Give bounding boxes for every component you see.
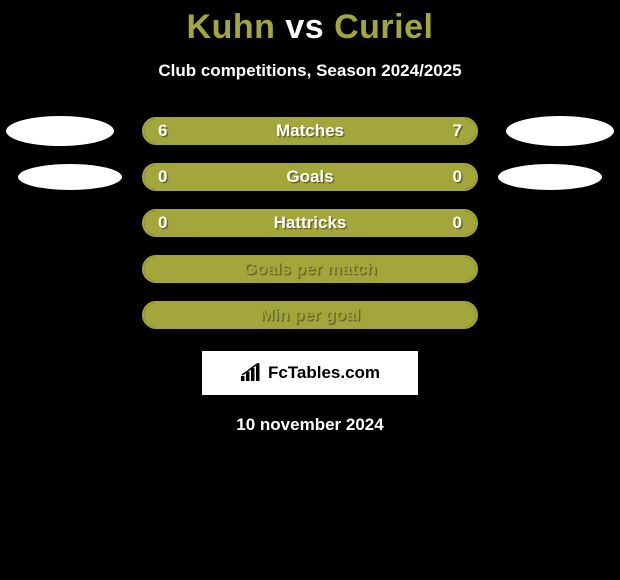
title-player1: Kuhn [187,8,276,46]
stat-right-value: 0 [453,213,462,233]
stat-bar: 0Hattricks0 [142,209,478,237]
stat-label: Hattricks [144,213,476,233]
stat-row: Goals per match [0,255,620,283]
stat-bar: 0Goals0 [142,163,478,191]
stat-label: Goals per match [144,259,476,279]
stat-row: 0Goals0 [0,163,620,191]
title-player2: Curiel [334,8,433,46]
stat-row: 6Matches7 [0,117,620,145]
stat-row: 0Hattricks0 [0,209,620,237]
brand-text: FcTables.com [268,363,380,383]
date-text: 10 november 2024 [0,415,620,435]
stat-label: Min per goal [144,305,476,325]
stat-bar: Min per goal [142,301,478,329]
left-ellipse [18,164,122,190]
stat-right-value: 0 [453,167,462,187]
right-ellipse [498,164,602,190]
stat-right-value: 7 [453,121,462,141]
stat-bar: Goals per match [142,255,478,283]
stat-rows: 6Matches70Goals00Hattricks0Goals per mat… [0,117,620,329]
stat-bar: 6Matches7 [142,117,478,145]
brand-box: FcTables.com [202,351,418,395]
comparison-card: Kuhn vs Curiel Club competitions, Season… [0,0,620,435]
stat-label: Matches [144,121,476,141]
left-ellipse [6,116,114,146]
subtitle: Club competitions, Season 2024/2025 [0,61,620,81]
bars-icon [240,363,264,383]
stat-label: Goals [144,167,476,187]
right-ellipse [506,116,614,146]
stat-row: Min per goal [0,301,620,329]
title-vs: vs [285,8,324,46]
title: Kuhn vs Curiel [0,8,620,47]
